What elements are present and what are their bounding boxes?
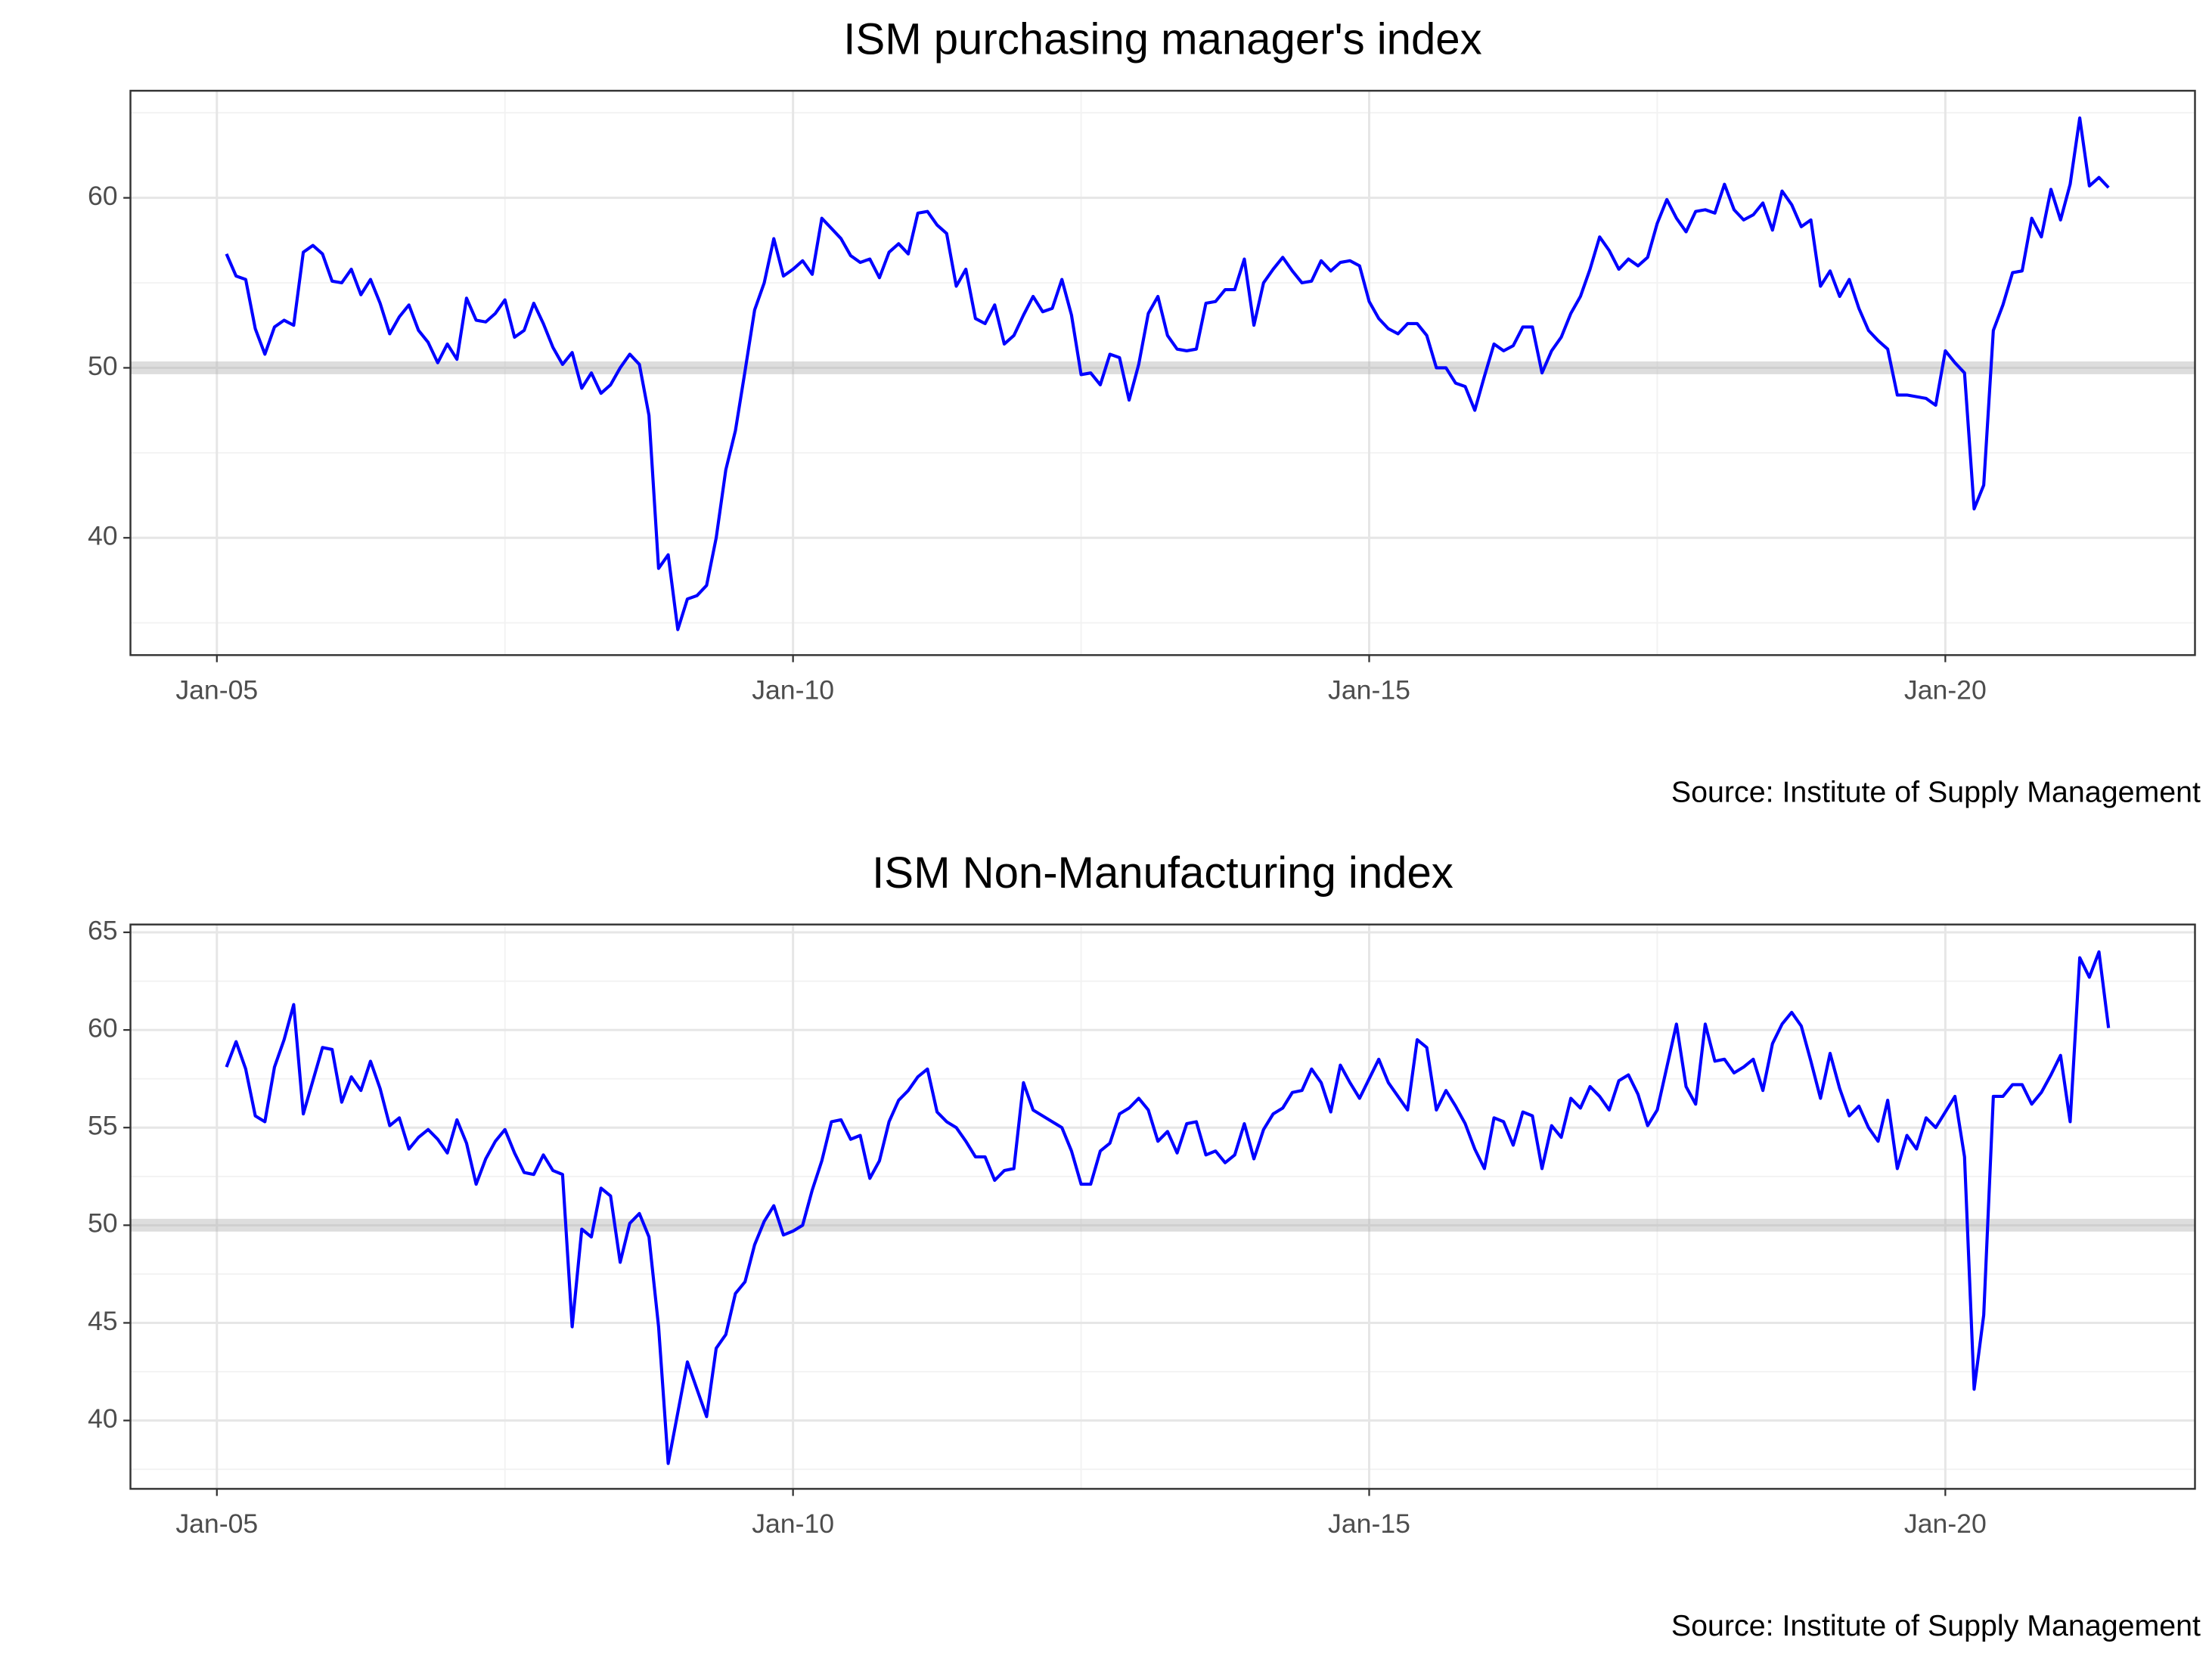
y-tick-label: 55 [88,1111,118,1141]
panel-background [130,924,2195,1489]
x-tick-label: Jan-15 [1328,675,1410,705]
y-tick-label: 45 [88,1306,118,1336]
x-tick-label: Jan-05 [175,675,258,705]
source-note: Source: Institute of Supply Management [1671,776,2201,809]
y-tick-label: 65 [88,915,118,945]
y-tick-label: 60 [88,1012,118,1043]
y-tick-label: 50 [88,351,118,381]
y-tick-label: 60 [88,181,118,211]
x-tick-label: Jan-20 [1904,675,1987,705]
x-tick-label: Jan-15 [1328,1509,1410,1539]
panel-border [129,89,2196,656]
chart-title: ISM purchasing manager's index [843,15,1481,64]
panel-border [129,923,2196,1490]
chart-title: ISM Non-Manufacturing index [872,848,1453,898]
y-tick-label: 40 [88,1403,118,1434]
x-tick-label: Jan-20 [1904,1509,1987,1539]
x-tick-label: Jan-05 [175,1509,258,1539]
y-tick-label: 50 [88,1208,118,1239]
data-line [225,116,2110,631]
x-tick-label: Jan-10 [752,1509,834,1539]
y-tick-label: 40 [88,521,118,551]
x-tick-label: Jan-10 [752,675,834,705]
data-line [225,950,2111,1465]
source-note: Source: Institute of Supply Management [1671,1609,2201,1642]
panel-background [130,91,2195,656]
